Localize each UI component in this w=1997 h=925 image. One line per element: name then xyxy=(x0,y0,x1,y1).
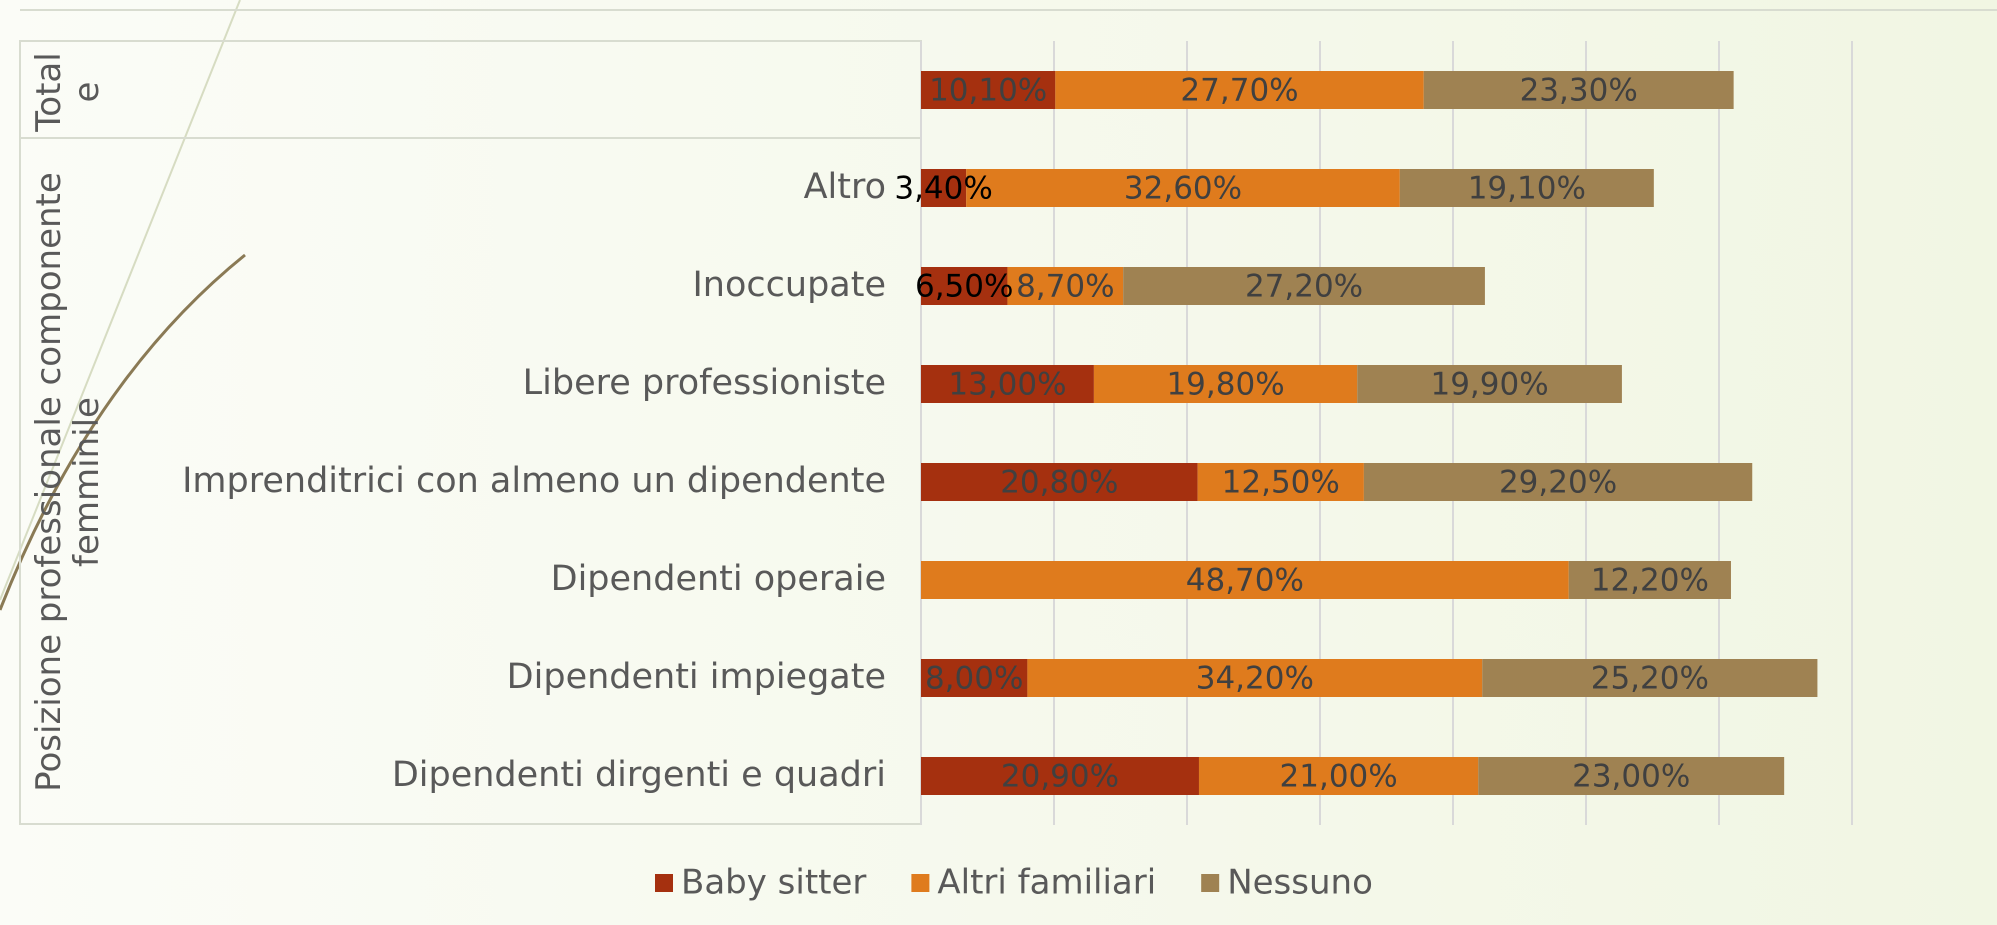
bar-segment xyxy=(1027,659,1483,697)
bar-segment xyxy=(1123,267,1485,305)
bar-segment xyxy=(921,659,1028,697)
data-label: 8,70% xyxy=(1016,269,1114,305)
category-label: Libere professioniste xyxy=(523,363,886,403)
bar-segment xyxy=(921,267,1008,305)
bar-segment xyxy=(1197,463,1364,501)
bar-segment xyxy=(921,757,1199,795)
data-label: 12,50% xyxy=(1222,465,1340,501)
legend-label: Baby sitter xyxy=(681,863,866,903)
category-label: Altro xyxy=(804,167,886,207)
data-label: 8,00% xyxy=(925,661,1023,697)
bar-segment xyxy=(1363,463,1753,501)
data-label: 13,00% xyxy=(948,367,1066,403)
bar-segment xyxy=(1399,169,1654,207)
data-label: 20,80% xyxy=(1000,465,1118,501)
legend-label: Altri familiari xyxy=(937,863,1156,903)
category-label: Inoccupate xyxy=(692,265,886,305)
data-label: 25,20% xyxy=(1591,661,1709,697)
bar-segment xyxy=(921,169,967,207)
data-label: 10,10% xyxy=(929,73,1047,109)
category-label: Dipendenti impiegate xyxy=(507,657,886,697)
legend-swatch xyxy=(1201,874,1220,892)
bar-segment xyxy=(1007,267,1124,305)
bar-segment xyxy=(921,71,1056,109)
bar-segment xyxy=(1423,71,1734,109)
data-label: 27,20% xyxy=(1245,269,1363,305)
frame xyxy=(19,40,922,825)
bar-segment xyxy=(1568,561,1731,599)
data-label: 29,20% xyxy=(1499,465,1617,501)
data-label: 23,00% xyxy=(1572,759,1690,795)
data-label: 48,70% xyxy=(1186,563,1304,599)
bar-segment xyxy=(1478,757,1785,795)
legend-swatch xyxy=(655,874,673,892)
bar-segment xyxy=(966,169,1400,207)
data-label: 32,60% xyxy=(1124,171,1242,207)
bar-segment xyxy=(1093,365,1358,403)
decor xyxy=(0,0,241,601)
bar-segment xyxy=(1198,757,1479,795)
data-label: 3,40% xyxy=(894,171,992,207)
category-label: Imprenditrici con almeno un dipendente xyxy=(182,461,886,501)
category-label: Dipendenti operaie xyxy=(551,559,886,599)
bar-segment xyxy=(1357,365,1622,403)
data-label: 19,80% xyxy=(1166,367,1284,403)
bar-segment xyxy=(921,463,1198,501)
data-label: 27,70% xyxy=(1180,73,1298,109)
bar-segment xyxy=(921,561,1569,599)
legend-swatch xyxy=(911,874,930,892)
data-label: 6,50% xyxy=(915,269,1013,305)
data-label: 12,20% xyxy=(1591,563,1709,599)
legend-label: Nessuno xyxy=(1227,863,1373,903)
bar-segment xyxy=(1055,71,1424,109)
group-label: Totale xyxy=(29,52,107,132)
data-label: 20,90% xyxy=(1001,759,1119,795)
decor xyxy=(0,253,246,611)
category-label: Dipendenti dirgenti e quadri xyxy=(392,755,886,795)
group-label: Posizione professionale componente femmi… xyxy=(29,172,107,792)
data-label: 23,30% xyxy=(1520,73,1638,109)
data-label: 19,90% xyxy=(1430,367,1548,403)
data-label: 34,20% xyxy=(1196,661,1314,697)
data-label: 19,10% xyxy=(1468,171,1586,207)
bar-segment xyxy=(921,365,1094,403)
data-label: 21,00% xyxy=(1280,759,1398,795)
bar-segment xyxy=(1482,659,1818,697)
